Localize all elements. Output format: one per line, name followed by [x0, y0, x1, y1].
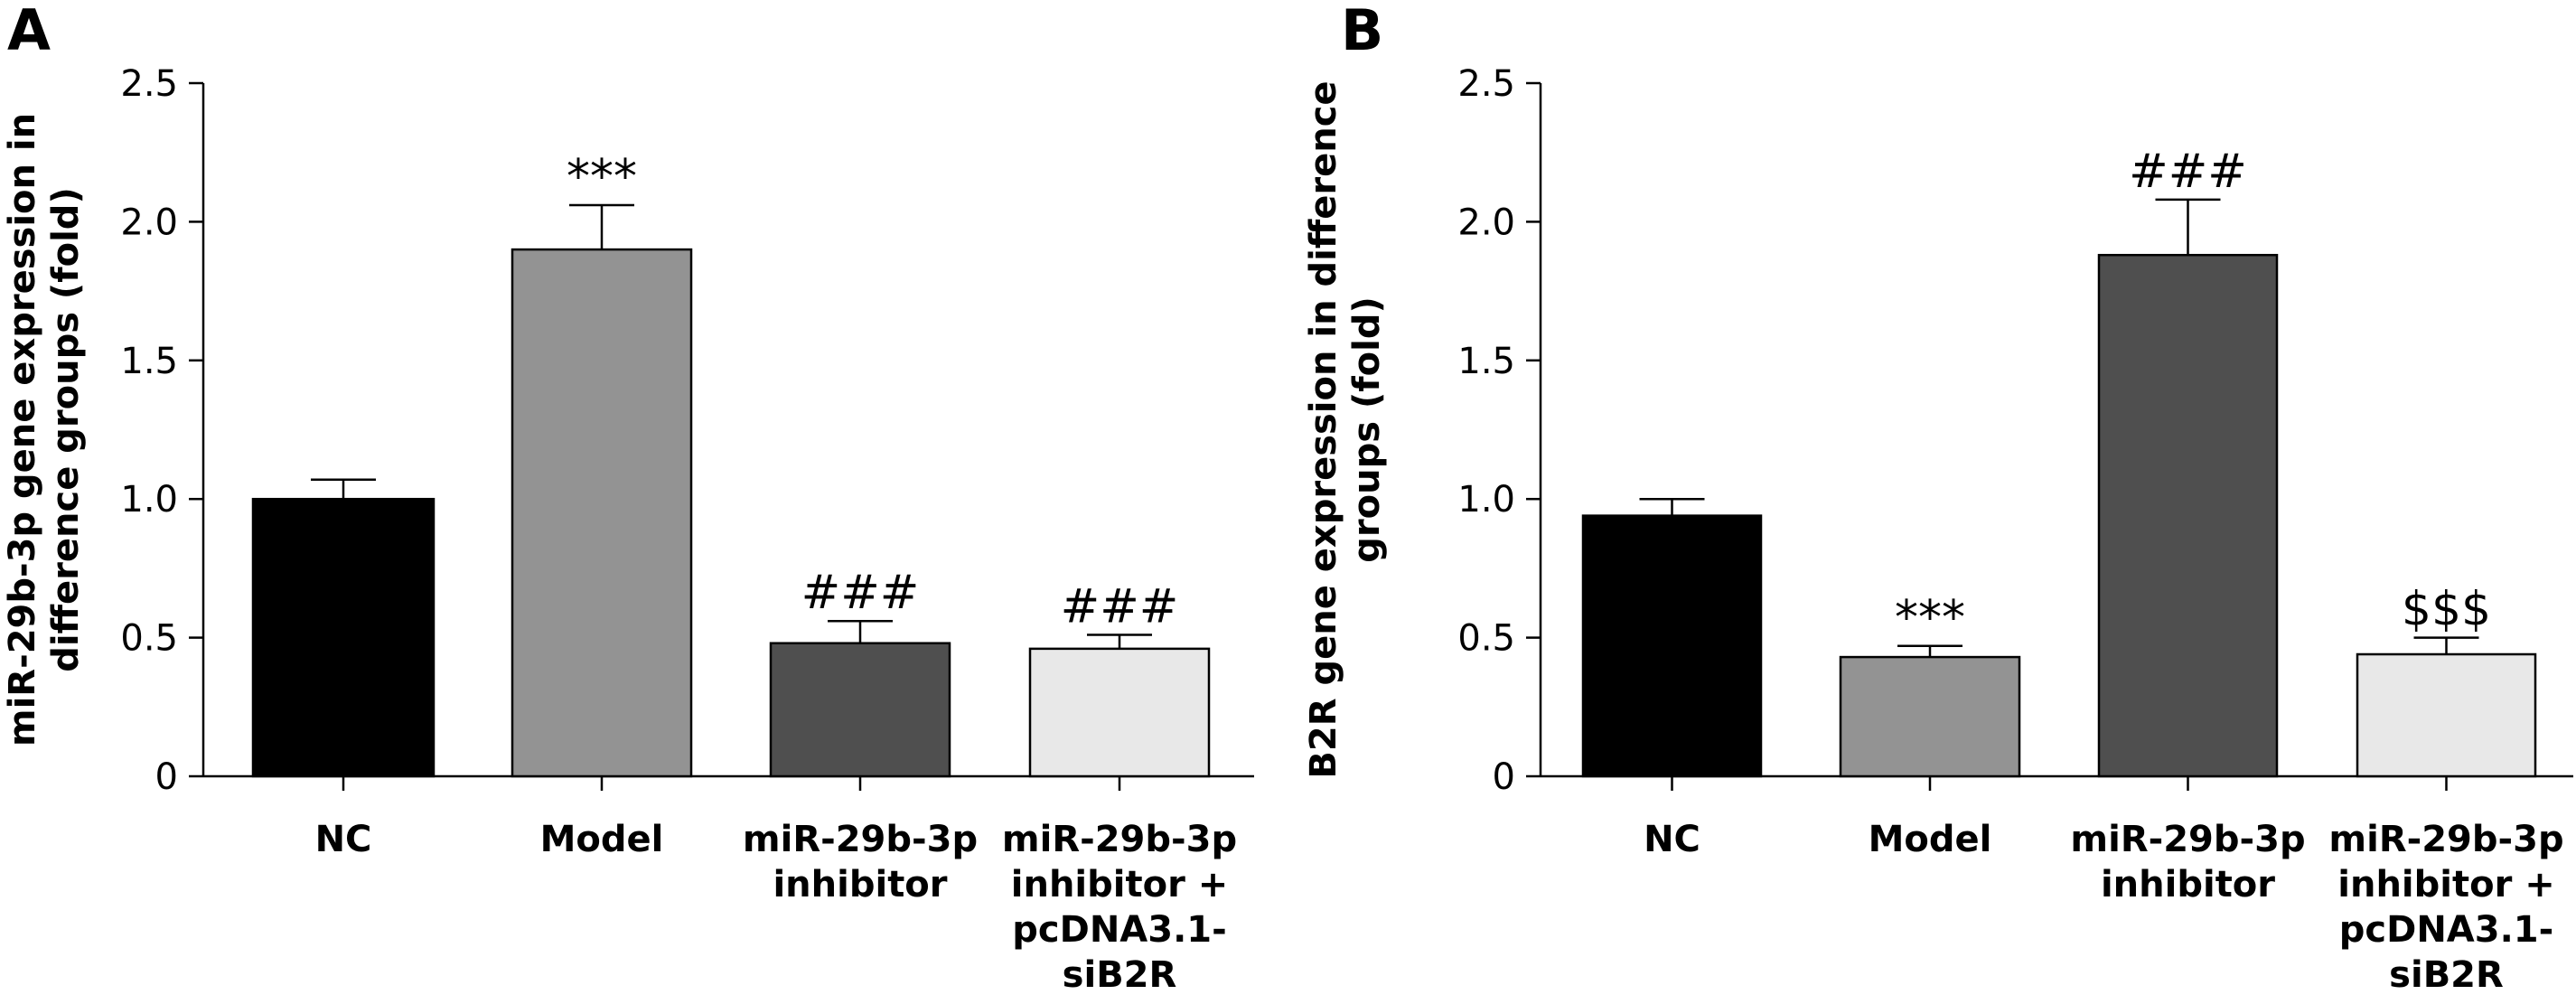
category-label: miR-29b-3p inhibitor: [2070, 819, 2305, 905]
category-label-line: inhibitor +: [2337, 864, 2555, 905]
category-label-line: NC: [1644, 819, 1700, 860]
category-label-line: inhibitor: [2101, 864, 2275, 905]
y-axis-label-line: B2R gene expression in difference: [1303, 80, 1344, 778]
significance-label: ###: [2129, 145, 2247, 199]
category-label-line: NC: [315, 819, 372, 860]
category-label: miR-29b-3p inhibitor + pcDNA3.1-siB2R: [1002, 819, 1237, 996]
y-axis-label: B2R gene expression in differencegroups …: [1303, 80, 1388, 778]
y-tick-label: 1.0: [120, 479, 178, 521]
category-label-line: Model: [540, 819, 664, 860]
bar: [1839, 655, 2021, 778]
category-label: Model: [1869, 819, 1992, 860]
significance-label: $$$: [2402, 583, 2491, 637]
y-tick-label: 1.5: [1457, 341, 1515, 382]
y-tick-label: 2.5: [1457, 63, 1515, 105]
bar: [1028, 647, 1211, 778]
panel-B: B 0 0.5 1.0 1.5 2.0 2.5 B2R gene expression in …: [1303, 0, 2573, 996]
panel-A: A 0 0.5 1.0 1.5 2.0 2.5 miR-29b-3p gene express…: [2, 0, 1254, 996]
category-label-line: siB2R: [1063, 954, 1177, 996]
y-tick-label: 0.5: [1457, 618, 1515, 660]
y-tick-label: 1.0: [1457, 479, 1515, 521]
category-label: NC: [315, 819, 372, 860]
bar: [2097, 253, 2279, 778]
category-label: miR-29b-3p inhibitor: [743, 819, 978, 905]
bar: [2356, 652, 2537, 778]
bar: [769, 642, 951, 778]
y-axis-label: miR-29b-3p gene expression indifference …: [2, 113, 87, 746]
category-label: Model: [540, 819, 664, 860]
significance-label: ***: [1895, 591, 1965, 645]
bar: [1581, 514, 1763, 778]
category-label-line: Model: [1869, 819, 1992, 860]
panel-letter: B: [1341, 0, 1383, 63]
category-label: NC: [1644, 819, 1700, 860]
category-label-line: miR-29b-3p: [1002, 819, 1237, 860]
y-tick-label: 2.0: [120, 202, 178, 243]
y-tick-label: 2.0: [1457, 202, 1515, 243]
y-tick-label: 0.5: [120, 618, 178, 660]
y-tick-label: 0: [155, 756, 178, 798]
y-axis-label-line: difference groups (fold): [45, 187, 87, 671]
significance-label: ###: [1061, 580, 1179, 634]
category-label-line: miR-29b-3p: [743, 819, 978, 860]
category-label-line: miR-29b-3p: [2328, 819, 2563, 860]
category-label-line: pcDNA3.1-: [2339, 909, 2553, 951]
significance-label: ***: [567, 150, 637, 204]
panel-letter: A: [7, 0, 51, 63]
category-label-line: siB2R: [2389, 954, 2504, 996]
y-axis-label-line: groups (fold): [1346, 296, 1388, 562]
y-tick-label: 2.5: [120, 63, 178, 105]
category-label-line: miR-29b-3p: [2070, 819, 2305, 860]
y-axis-label-line: miR-29b-3p gene expression in: [2, 113, 43, 746]
bar: [251, 497, 436, 778]
category-label-line: inhibitor: [773, 864, 947, 905]
y-tick-label: 1.5: [120, 341, 178, 382]
category-label: miR-29b-3p inhibitor + pcDNA3.1-siB2R: [2328, 819, 2563, 996]
category-label-line: pcDNA3.1-: [1012, 909, 1226, 951]
significance-label: ###: [801, 566, 920, 620]
y-tick-label: 0: [1493, 756, 1515, 798]
bar: [511, 248, 693, 778]
category-label-line: inhibitor +: [1011, 864, 1229, 905]
